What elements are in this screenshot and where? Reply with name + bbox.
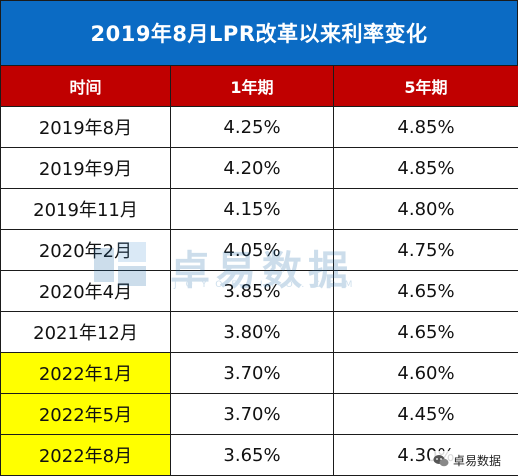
- cell-1-year-rate: 4.20%: [170, 147, 334, 189]
- table-row: 2020年2月 4.05% 4.75%: [0, 229, 518, 271]
- cell-5-year-rate: 4.65%: [333, 270, 518, 312]
- cell-1-year-rate: 4.25%: [170, 106, 334, 148]
- cell-date: 2019年11月: [0, 188, 171, 230]
- table-row: 2022年8月 3.65% 4.30%: [0, 434, 518, 476]
- cell-1-year-rate: 3.70%: [170, 393, 334, 435]
- cell-1-year-rate: 3.80%: [170, 311, 334, 353]
- cell-1-year-rate: 4.15%: [170, 188, 334, 230]
- cell-date: 2022年5月: [0, 393, 171, 435]
- column-header-5-year: 5年期: [333, 65, 518, 107]
- cell-date: 2019年8月: [0, 106, 171, 148]
- table-row: 2022年5月 3.70% 4.45%: [0, 393, 518, 435]
- lpr-rate-table: 时间 1年期 5年期 2019年8月 4.25% 4.85% 2019年9月 4.20%…: [0, 65, 518, 476]
- footer-source-mark: 卓易数据: [429, 451, 504, 470]
- cell-5-year-rate: 4.80%: [333, 188, 518, 230]
- table-row: 2019年8月 4.25% 4.85%: [0, 106, 518, 148]
- table-row: 2019年11月 4.15% 4.80%: [0, 188, 518, 230]
- wechat-icon: [433, 454, 449, 466]
- header-row: 时间 1年期 5年期: [0, 65, 518, 107]
- cell-5-year-rate: 4.85%: [333, 106, 518, 148]
- table-row: 2022年1月 3.70% 4.60%: [0, 352, 518, 394]
- cell-1-year-rate: 3.85%: [170, 270, 334, 312]
- cell-1-year-rate: 3.65%: [170, 434, 334, 476]
- cell-date: 2019年9月: [0, 147, 171, 189]
- table-row: 2020年4月 3.85% 4.65%: [0, 270, 518, 312]
- cell-5-year-rate: 4.65%: [333, 311, 518, 353]
- cell-date: 2021年12月: [0, 311, 171, 353]
- column-header-1-year: 1年期: [170, 65, 334, 107]
- table-title: 2019年8月LPR改革以来利率变化: [0, 0, 518, 66]
- cell-date: 2022年8月: [0, 434, 171, 476]
- cell-5-year-rate: 4.60%: [333, 352, 518, 394]
- cell-5-year-rate: 4.45%: [333, 393, 518, 435]
- cell-date: 2022年1月: [0, 352, 171, 394]
- cell-date: 2020年2月: [0, 229, 171, 271]
- cell-date: 2020年4月: [0, 270, 171, 312]
- cell-5-year-rate: 4.75%: [333, 229, 518, 271]
- cell-1-year-rate: 4.05%: [170, 229, 334, 271]
- footer-source-label: 卓易数据: [452, 454, 501, 468]
- column-header-date: 时间: [0, 65, 171, 107]
- cell-5-year-rate: 4.85%: [333, 147, 518, 189]
- table-row: 2019年9月 4.20% 4.85%: [0, 147, 518, 189]
- table-row: 2021年12月 3.80% 4.65%: [0, 311, 518, 353]
- cell-1-year-rate: 3.70%: [170, 352, 334, 394]
